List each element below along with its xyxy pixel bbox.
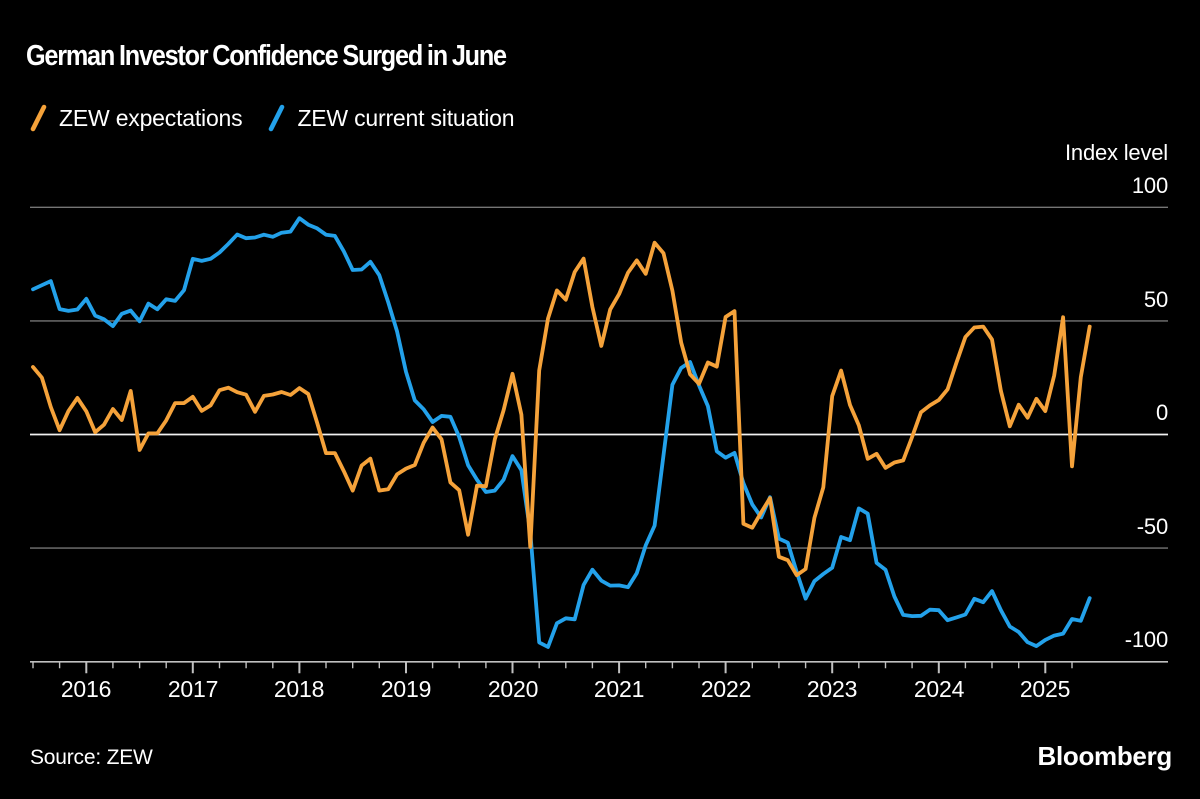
zew-expectations-line: [31, 240, 1092, 578]
legend-label-current-situation: ZEW current situation: [297, 104, 515, 131]
legend: ZEW expectations ZEW current situation: [30, 104, 515, 132]
x-year-label-2019: 2019: [380, 676, 432, 702]
zew-current-situation-line: [31, 216, 1092, 649]
bloomberg-logo: Bloomberg: [1037, 741, 1172, 771]
legend-item-current-situation: ZEW current situation: [268, 104, 515, 132]
x-year-label-2020: 2020: [487, 676, 539, 702]
x-year-label-2023: 2023: [806, 676, 858, 702]
y-axis-unit-label: Index level: [1065, 140, 1168, 165]
y-tick-label-neg50: -50: [1136, 514, 1168, 539]
y-tick-label-50: 50: [1143, 287, 1168, 312]
y-tick-label-0: 0: [1155, 400, 1168, 425]
x-year-label-2016: 2016: [60, 676, 112, 702]
y-tick-label-neg100: -100: [1124, 627, 1168, 652]
blue-slash-icon: [269, 104, 285, 132]
x-year-label-2018: 2018: [273, 676, 325, 702]
x-year-label-2025: 2025: [1019, 676, 1071, 702]
y-tick-label-100: 100: [1131, 173, 1168, 198]
source-note: Source: ZEW: [30, 746, 153, 769]
chart-title: German Investor Confidence Surged in Jun…: [26, 40, 507, 72]
x-year-label-2021: 2021: [593, 676, 645, 702]
orange-slash-icon: [30, 104, 47, 132]
x-year-label-2022: 2022: [700, 676, 752, 702]
x-year-label-2017: 2017: [167, 676, 219, 702]
x-year-label-2024: 2024: [913, 676, 965, 702]
legend-item-expectations: ZEW expectations: [30, 104, 243, 132]
legend-label-expectations: ZEW expectations: [59, 104, 243, 131]
